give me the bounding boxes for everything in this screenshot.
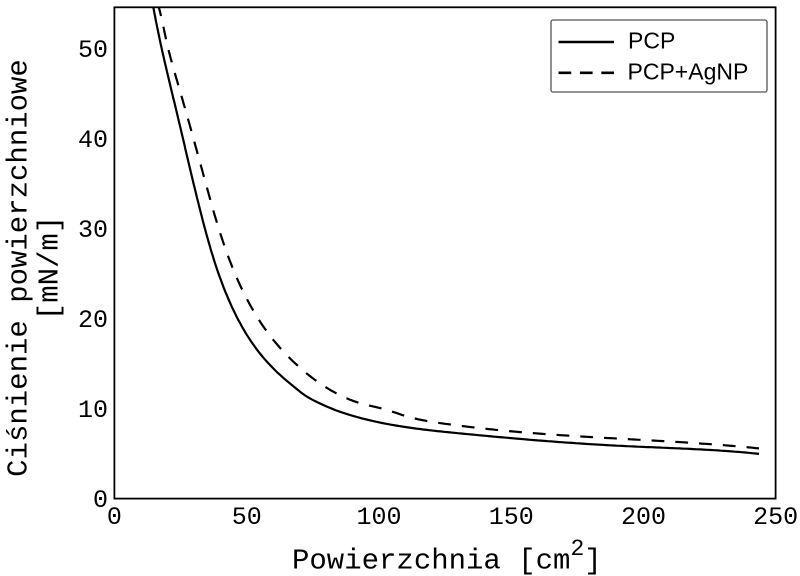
svg-text:50: 50 [232,503,262,532]
svg-text:0: 0 [107,503,122,532]
svg-text:150: 150 [489,503,534,532]
svg-text:100: 100 [356,503,401,532]
svg-text:0: 0 [93,486,108,515]
svg-text:20: 20 [78,306,108,335]
svg-text:10: 10 [78,396,108,425]
svg-text:PCP: PCP [628,28,675,54]
svg-text:[mN/m]: [mN/m] [34,216,67,320]
svg-text:40: 40 [78,126,108,155]
svg-text:250: 250 [753,503,798,532]
svg-text:200: 200 [621,503,666,532]
svg-text:50: 50 [78,36,108,65]
svg-text:30: 30 [78,216,108,245]
svg-text:PCP+AgNP: PCP+AgNP [628,59,749,85]
svg-text:Ciśnienie powierzchniowe: Ciśnienie powierzchniowe [3,59,36,477]
